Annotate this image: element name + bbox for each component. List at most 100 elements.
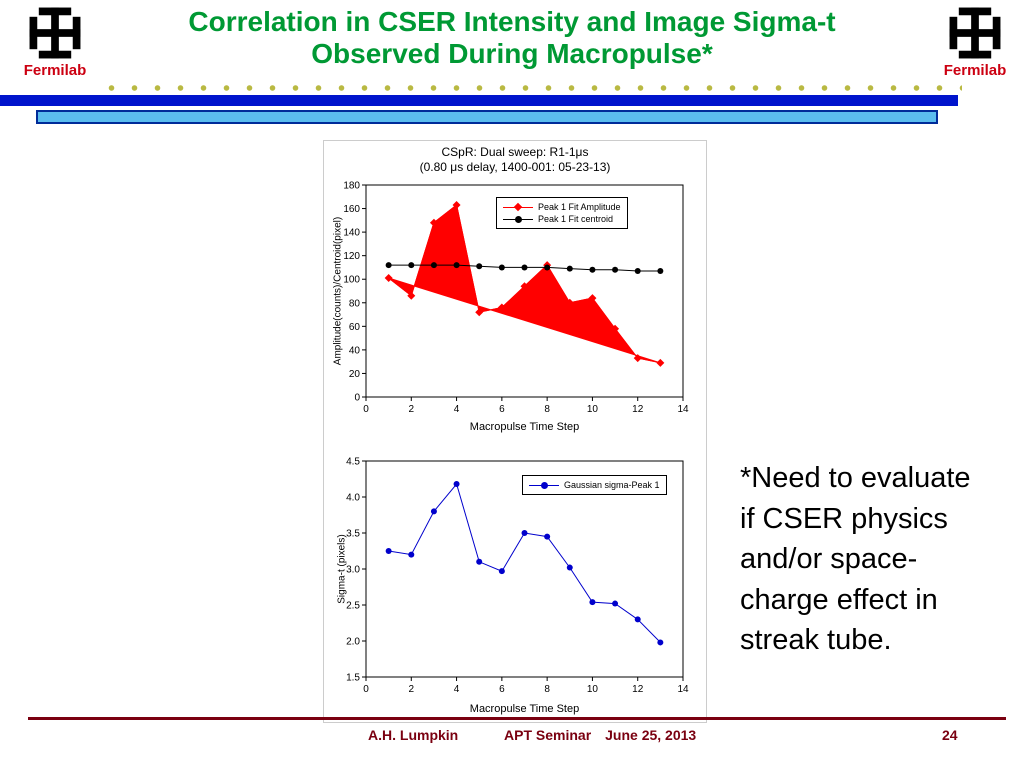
footer-author: A.H. Lumpkin xyxy=(368,727,459,743)
x-tick-label: 6 xyxy=(499,684,505,695)
data-point xyxy=(476,558,483,565)
data-point xyxy=(430,262,437,269)
data-point xyxy=(429,218,438,227)
top-chart-title-line2: (0.80 μs delay, 1400-001: 05-23-13) xyxy=(419,160,611,174)
data-point xyxy=(476,263,483,270)
data-point xyxy=(475,308,484,317)
data-point xyxy=(566,564,573,571)
x-tick-label: 6 xyxy=(499,404,505,415)
slide-number: 24 xyxy=(942,727,958,743)
x-tick-label: 12 xyxy=(632,684,644,695)
data-point xyxy=(565,298,574,307)
x-tick-label: 0 xyxy=(363,684,369,695)
slide-title: Correlation in CSER Intensity and Image … xyxy=(108,6,916,70)
data-point xyxy=(520,282,529,291)
y-tick-label: 1.5 xyxy=(346,673,360,684)
data-point xyxy=(657,267,664,274)
footer-seminar-name: APT Seminar xyxy=(504,727,592,743)
data-point xyxy=(453,481,460,488)
bottom-chart-ylabel: Sigma-t (pixels) xyxy=(336,534,348,604)
data-point xyxy=(612,600,619,607)
legend-label-amplitude: Peak 1 Fit Amplitude xyxy=(538,202,621,212)
data-point xyxy=(612,266,619,273)
legend-entry-sigma: Gaussian sigma-Peak 1 xyxy=(529,479,660,491)
y-tick-label: 60 xyxy=(349,322,361,333)
footnote-text: *Need to evaluate if CSER physics and/or… xyxy=(740,462,971,657)
x-tick-label: 2 xyxy=(409,404,415,415)
data-point xyxy=(408,551,415,558)
data-point xyxy=(452,201,461,210)
y-tick-label: 180 xyxy=(343,181,360,192)
y-tick-label: 2.0 xyxy=(346,637,360,648)
data-point xyxy=(544,264,551,271)
legend-entry-centroid: Peak 1 Fit centroid xyxy=(503,213,621,225)
footer-seminar: APT Seminar June 25, 2013 xyxy=(504,727,696,743)
y-tick-label: 160 xyxy=(343,204,360,215)
sigma-t-chart: 0 2 4 6 8 10 12 14 1.5 2.0 2.5 3.0 3.5 4.0 4.5 xyxy=(346,457,689,696)
x-tick-label: 14 xyxy=(677,404,689,415)
fermilab-logo-left: Fermilab xyxy=(12,6,98,79)
top-chart-title-line1: CSpR: Dual sweep: R1-1μs xyxy=(441,145,589,159)
data-point xyxy=(498,264,505,271)
data-point xyxy=(430,508,437,515)
data-point xyxy=(544,533,551,540)
data-point xyxy=(385,548,392,554)
x-tick-label: 4 xyxy=(454,404,460,415)
data-point xyxy=(497,303,506,312)
y-tick-label: 4.5 xyxy=(346,457,360,468)
data-point xyxy=(589,266,596,273)
decorative-dot-row xyxy=(100,84,962,92)
data-point xyxy=(521,264,528,271)
y-tick-label: 0 xyxy=(354,393,360,404)
data-point xyxy=(657,639,664,646)
legend-label-sigma: Gaussian sigma-Peak 1 xyxy=(564,480,660,490)
slide-title-line1: Correlation in CSER Intensity and Image … xyxy=(188,6,836,37)
x-tick-label: 4 xyxy=(454,684,460,695)
fermilab-wordmark-right: Fermilab xyxy=(943,62,1007,79)
bottom-chart-legend: Gaussian sigma-Peak 1 xyxy=(522,475,667,495)
top-chart-legend: Peak 1 Fit Amplitude Peak 1 Fit centroid xyxy=(496,197,628,229)
legend-entry-amplitude: Peak 1 Fit Amplitude xyxy=(503,201,621,213)
slide-title-line2: Observed During Macropulse* xyxy=(311,38,713,70)
fermilab-logo-right: Fermilab xyxy=(932,6,1018,79)
x-tick-label: 12 xyxy=(632,404,644,415)
y-tick-label: 3.5 xyxy=(346,529,360,540)
y-tick-label: 20 xyxy=(349,369,361,380)
legend-label-centroid: Peak 1 Fit centroid xyxy=(538,214,614,224)
decorative-lightblue-bar xyxy=(36,110,938,124)
decorative-blue-bar xyxy=(0,95,958,106)
bottom-chart-xlabel: Macropulse Time Step xyxy=(469,703,580,715)
top-chart-xlabel: Macropulse Time Step xyxy=(469,421,580,433)
data-point xyxy=(611,324,620,333)
data-point xyxy=(498,568,505,575)
y-tick-label: 40 xyxy=(349,345,361,356)
centroid-legend-marker-icon xyxy=(503,215,533,224)
y-tick-label: 120 xyxy=(343,251,360,262)
data-point xyxy=(633,354,642,363)
charts-panel: CSpR: Dual sweep: R1-1μs (0.80 μs delay,… xyxy=(323,140,707,723)
y-tick-label: 100 xyxy=(343,275,360,286)
footer-rule xyxy=(28,717,1006,720)
data-point xyxy=(589,599,596,606)
footer-date: June 25, 2013 xyxy=(605,727,697,743)
data-point xyxy=(384,274,393,283)
x-tick-label: 10 xyxy=(587,404,599,415)
amplitude-legend-marker-icon xyxy=(503,202,533,212)
y-tick-label: 4.0 xyxy=(346,493,360,504)
data-point xyxy=(408,262,415,269)
fermilab-logo-icon xyxy=(29,7,81,59)
data-point xyxy=(588,294,597,303)
y-tick-label: 140 xyxy=(343,228,360,239)
data-point xyxy=(407,291,416,300)
top-chart-ylabel: Amplitude(counts)/Centroid(pixel) xyxy=(332,216,344,366)
x-tick-label: 10 xyxy=(587,684,599,695)
data-point xyxy=(453,262,460,269)
y-tick-label: 3.0 xyxy=(346,565,360,576)
sigma-legend-marker-icon xyxy=(529,481,559,490)
fermilab-wordmark-left: Fermilab xyxy=(23,62,87,79)
data-point xyxy=(634,267,641,274)
data-point xyxy=(634,616,641,623)
data-point xyxy=(521,530,528,536)
x-tick-label: 8 xyxy=(544,684,550,695)
